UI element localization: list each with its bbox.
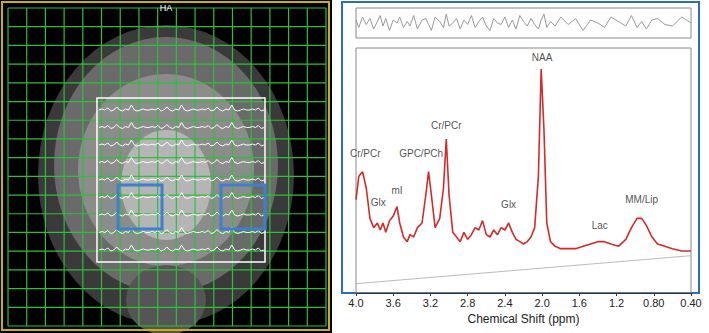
svg-text:0.40: 0.40 bbox=[680, 297, 701, 309]
svg-text:GPC/PCh: GPC/PCh bbox=[399, 148, 443, 159]
svg-text:1.6: 1.6 bbox=[572, 297, 587, 309]
svg-text:Glx: Glx bbox=[371, 197, 386, 208]
svg-text:2.8: 2.8 bbox=[460, 297, 475, 309]
svg-text:Glx: Glx bbox=[501, 199, 516, 210]
svg-text:2.0: 2.0 bbox=[534, 297, 549, 309]
svg-text:MM/Lip: MM/Lip bbox=[625, 194, 658, 205]
svg-text:Cr/PCr: Cr/PCr bbox=[350, 148, 381, 159]
svg-text:2.4: 2.4 bbox=[497, 297, 512, 309]
svg-text:3.2: 3.2 bbox=[423, 297, 438, 309]
svg-text:Lac: Lac bbox=[592, 220, 608, 231]
svg-text:mI: mI bbox=[391, 185, 402, 196]
svg-text:3.6: 3.6 bbox=[386, 297, 401, 309]
svg-text:NAA: NAA bbox=[532, 52, 553, 63]
svg-text:Chemical Shift (ppm): Chemical Shift (ppm) bbox=[467, 312, 579, 326]
svg-text:1.2: 1.2 bbox=[609, 297, 624, 309]
svg-text:4.0: 4.0 bbox=[348, 297, 363, 309]
svg-text:0.80: 0.80 bbox=[643, 297, 664, 309]
svg-text:Cr/PCr: Cr/PCr bbox=[431, 120, 462, 131]
svg-text:HA: HA bbox=[160, 3, 173, 13]
